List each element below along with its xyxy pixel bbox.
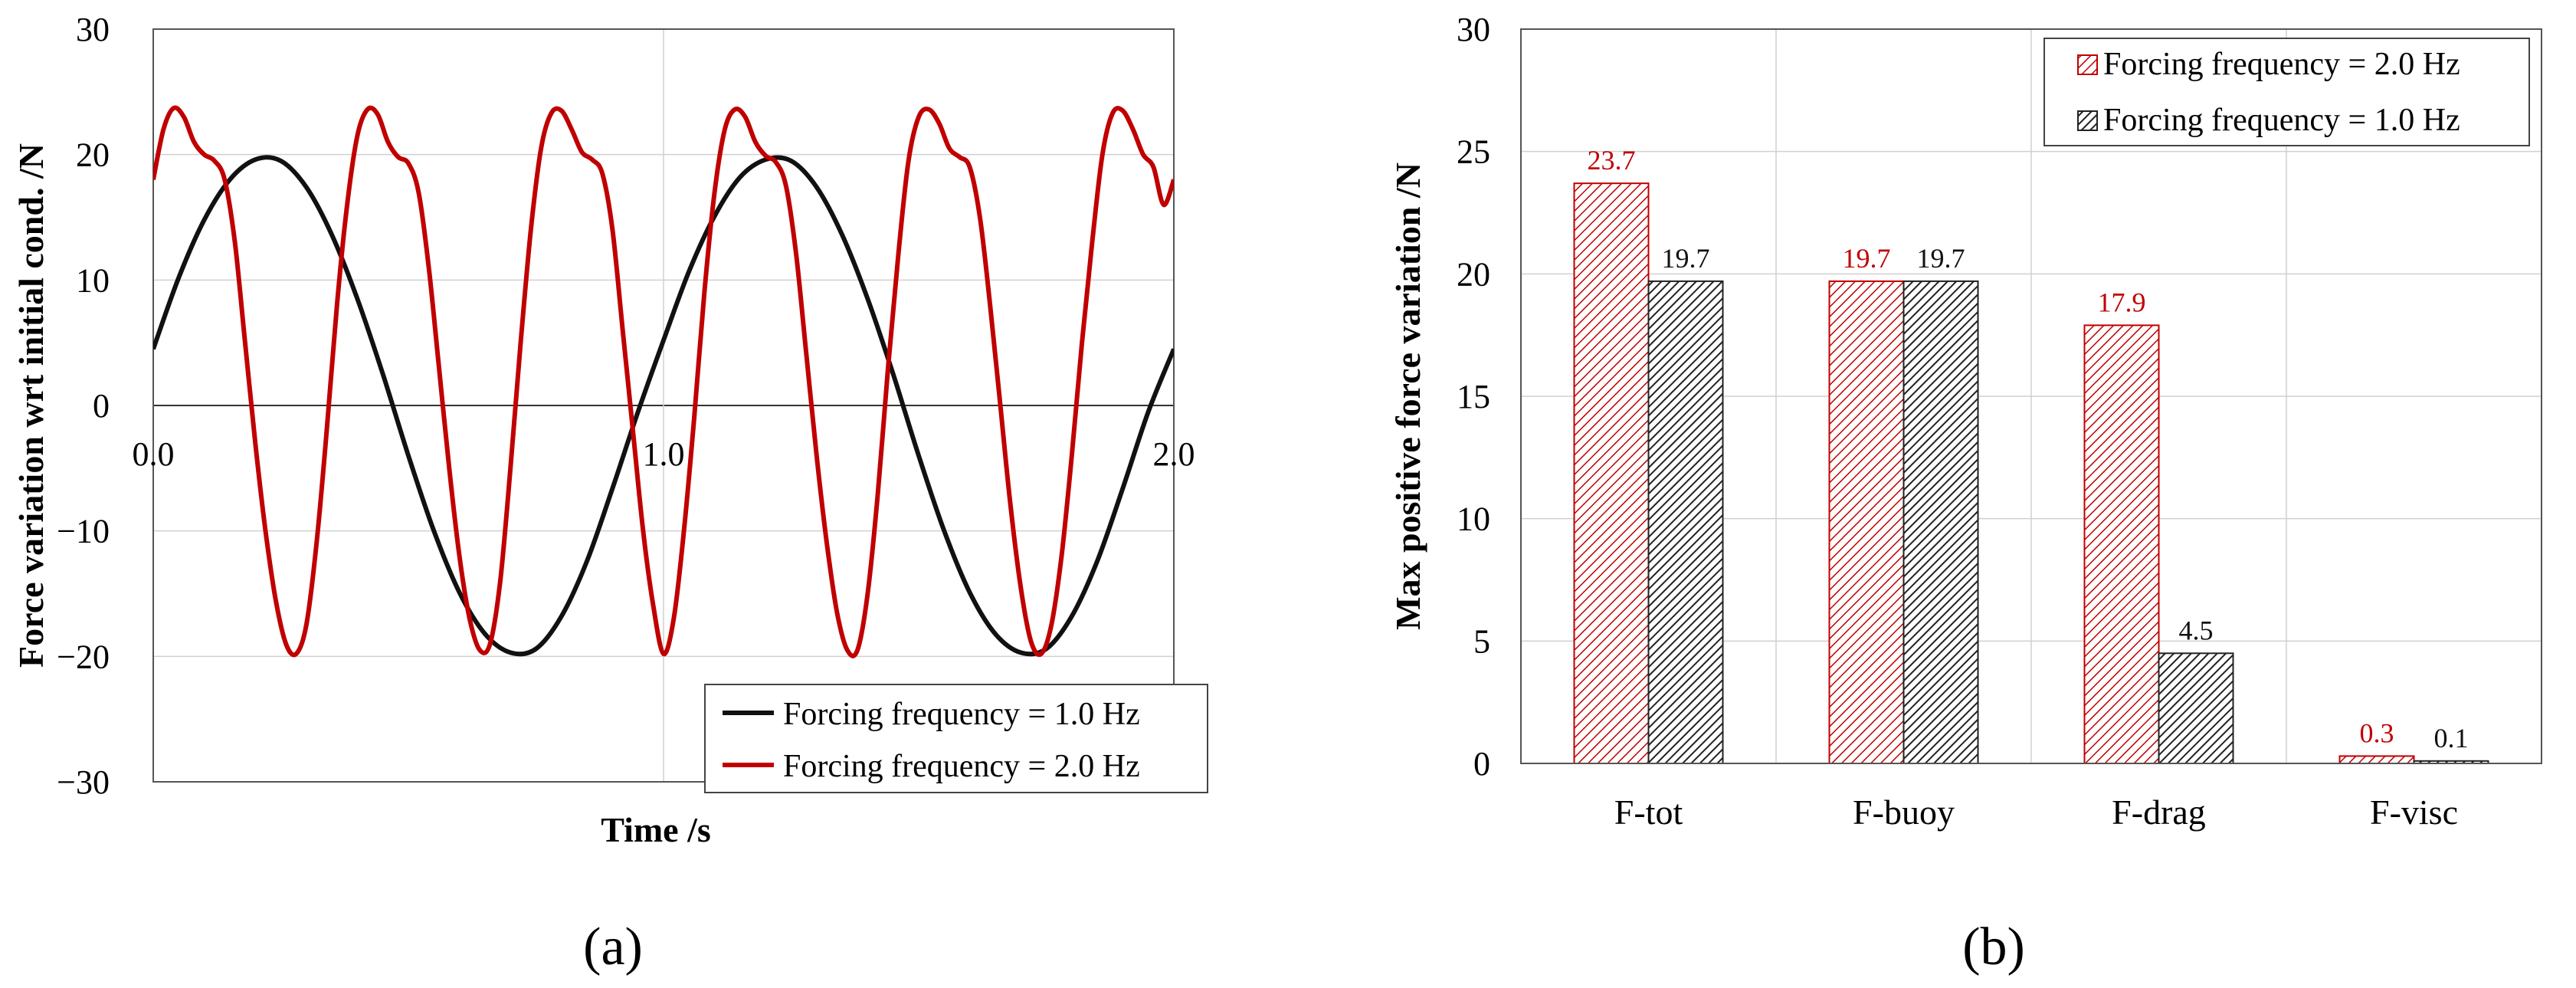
chart-a-plot-frame bbox=[152, 28, 1175, 783]
legend-swatch-2hz-hatched bbox=[2077, 54, 2098, 75]
y-tick-label: 20 bbox=[76, 136, 110, 174]
category-label: F-visc bbox=[2370, 793, 2458, 832]
data-label: 23.7 bbox=[1588, 145, 1636, 176]
x-tick-label: 2.0 bbox=[1153, 435, 1195, 473]
bar-f-drag-1hz bbox=[2158, 652, 2234, 764]
y-tick-label: 25 bbox=[1457, 133, 1490, 171]
chart-b-gridlines bbox=[1521, 29, 2542, 763]
bar-f-tot-2hz bbox=[1573, 182, 1650, 764]
legend-label-1hz: Forcing frequency = 1.0 Hz bbox=[2103, 103, 2460, 138]
category-label: F-buoy bbox=[1853, 793, 1955, 832]
data-label: 0.1 bbox=[2434, 723, 2469, 753]
y-tick-label: 30 bbox=[1457, 11, 1490, 48]
y-tick-label: 20 bbox=[1457, 255, 1490, 293]
data-label: 0.3 bbox=[2360, 717, 2394, 748]
y-tick-label: 30 bbox=[76, 11, 110, 48]
x-tick-label: 0.0 bbox=[133, 435, 175, 473]
y-tick-label: 10 bbox=[76, 261, 110, 299]
chart-b-y-axis-label: Max positive force variation /N bbox=[1388, 162, 1427, 630]
y-tick-label: −10 bbox=[57, 513, 110, 550]
series-line-1hz bbox=[153, 155, 1174, 657]
chart-b-bars bbox=[1573, 182, 2489, 765]
x-tick-label: 1.0 bbox=[643, 435, 685, 473]
bar-f-buoy-1hz bbox=[1903, 280, 1979, 764]
chart-b: 23.7 19.7 19.7 19.7 17.9 4.5 0.3 0.1 0 5 10 15 20 25… bbox=[1388, 11, 2542, 977]
category-label: F-drag bbox=[2112, 793, 2206, 832]
chart-a-series bbox=[153, 105, 1174, 658]
chart-b-legend-box bbox=[2043, 38, 2530, 146]
y-tick-label: 0 bbox=[93, 387, 110, 425]
y-tick-label: 0 bbox=[1473, 745, 1490, 783]
bar-f-tot-1hz bbox=[1647, 280, 1724, 764]
chart-b-legend: Forcing frequency = 2.0 Hz Forcing frequ… bbox=[2043, 38, 2530, 146]
y-tick-label: −20 bbox=[57, 638, 110, 675]
chart-b-plot-frame bbox=[1520, 28, 2542, 764]
chart-a-legend: Forcing frequency = 1.0 Hz Forcing frequ… bbox=[704, 684, 1208, 793]
y-tick-label: −30 bbox=[57, 763, 110, 801]
chart-a-y-axis-label: Force variation wrt initial cond. /N bbox=[11, 143, 51, 668]
legend-label-1hz: Forcing frequency = 1.0 Hz bbox=[783, 697, 1140, 732]
legend-label-2hz: Forcing frequency = 2.0 Hz bbox=[2103, 47, 2460, 82]
series-line-2hz bbox=[153, 105, 1174, 658]
y-tick-label: 15 bbox=[1457, 378, 1490, 415]
category-label: F-tot bbox=[1614, 793, 1683, 832]
data-label: 17.9 bbox=[2098, 287, 2146, 317]
chart-b-y-ticks: 0 5 10 15 20 25 30 bbox=[1457, 11, 1490, 783]
chart-a-gridlines bbox=[153, 29, 1174, 782]
bar-f-buoy-2hz bbox=[1828, 280, 1905, 764]
chart-a-legend-box bbox=[704, 684, 1208, 793]
chart-b-data-labels: 23.7 19.7 19.7 19.7 17.9 4.5 0.3 0.1 bbox=[1588, 145, 2469, 753]
y-tick-label: 5 bbox=[1473, 622, 1490, 660]
bar-f-drag-2hz bbox=[2083, 324, 2160, 765]
bar-f-visc-2hz bbox=[2338, 755, 2415, 764]
chart-a-x-ticks: 0.0 1.0 2.0 bbox=[133, 435, 1195, 473]
data-label: 4.5 bbox=[2179, 615, 2214, 645]
y-tick-label: 10 bbox=[1457, 501, 1490, 538]
data-label: 19.7 bbox=[1662, 243, 1710, 274]
legend-swatch-1hz-hatched bbox=[2077, 110, 2098, 131]
panel-a-caption: (a) bbox=[583, 917, 643, 977]
legend-label-2hz: Forcing frequency = 2.0 Hz bbox=[783, 749, 1140, 784]
chart-a: 30 20 10 0 −10 −20 −30 0.0 1.0 2.0 Time /s Force… bbox=[11, 11, 1208, 977]
panel-b-caption: (b) bbox=[1962, 917, 2025, 977]
chart-a-x-axis-label: Time /s bbox=[601, 810, 711, 849]
data-label: 19.7 bbox=[1917, 243, 1965, 274]
data-label: 19.7 bbox=[1843, 243, 1891, 274]
chart-a-y-ticks: 30 20 10 0 −10 −20 −30 bbox=[57, 11, 110, 801]
chart-b-category-labels: F-tot F-buoy F-drag F-visc bbox=[1614, 793, 2458, 832]
